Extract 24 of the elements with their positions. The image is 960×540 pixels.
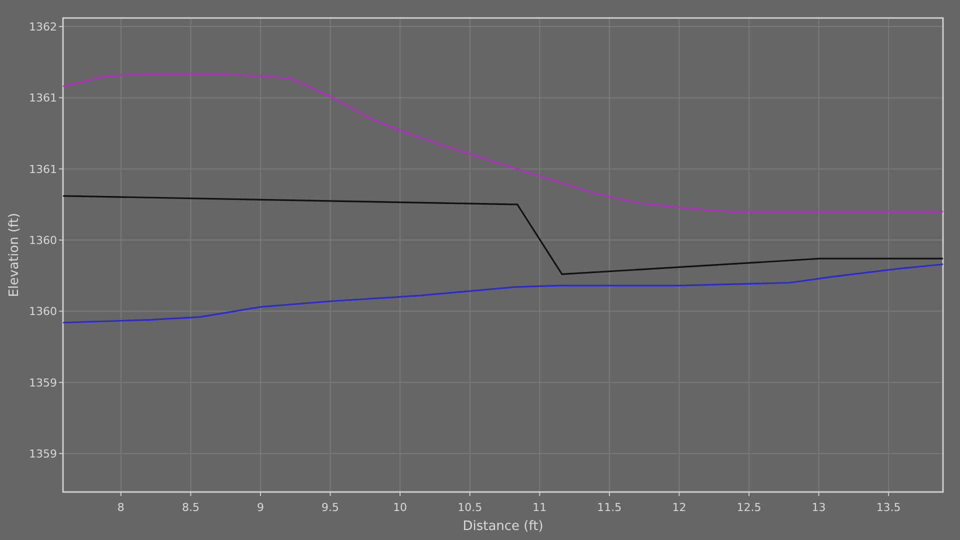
x-tick-label: 12.5 — [736, 501, 762, 514]
y-tick-label: 1361 — [29, 92, 57, 105]
x-tick-label: 12 — [672, 501, 686, 514]
x-tick-label: 10 — [393, 501, 408, 514]
line-series — [62, 263, 944, 324]
y-tick-label: 1359 — [29, 448, 57, 461]
x-tick-label: 9.5 — [322, 501, 340, 514]
x-tick-label: 13 — [812, 501, 826, 514]
x-tick-label: 11.5 — [597, 501, 622, 514]
y-tick-label: 1360 — [29, 305, 57, 318]
x-tick-label: 9 — [256, 501, 264, 514]
x-tick-label: 13.5 — [876, 501, 901, 514]
y-tick-label: 1362 — [29, 20, 57, 34]
y-tick-label: 1359 — [29, 376, 57, 390]
line-series — [62, 195, 944, 276]
x-tick-label: 10.5 — [458, 501, 482, 514]
x-tick-label: 8.5 — [182, 501, 200, 514]
x-tick-label: 11 — [532, 501, 547, 514]
y-tick-label: 1361 — [29, 162, 57, 176]
x-tick-label: 8 — [117, 501, 124, 514]
line-series — [62, 72, 944, 212]
y-tick-label: 1360 — [29, 234, 57, 248]
x-axis-title: Distance (ft) — [462, 519, 544, 534]
y-axis-title: Elevation (ft) — [7, 212, 22, 298]
